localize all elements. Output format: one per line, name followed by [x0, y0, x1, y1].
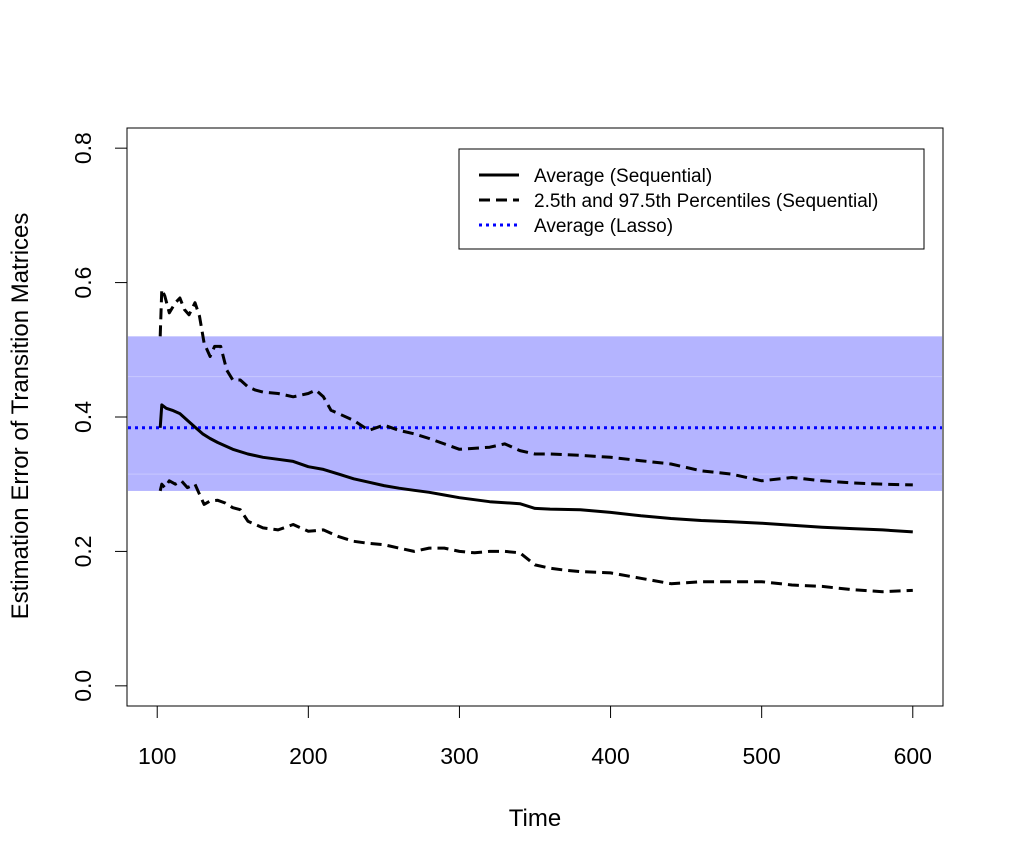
series-line-2: [158, 479, 913, 594]
y-tick-label: 0.0: [70, 670, 96, 702]
y-tick-label: 0.6: [70, 267, 96, 299]
series-line-0: [158, 403, 913, 534]
legend-label-average-sequential: Average (Sequential): [534, 166, 712, 187]
lasso-band: [128, 336, 942, 491]
legend-label-percentiles-sequential: 2.5th and 97.5th Percentiles (Sequential…: [534, 191, 878, 212]
legend-label-average-lasso: Average (Lasso): [534, 216, 673, 237]
legend-box: [458, 148, 925, 250]
x-axis-label: Time: [509, 805, 561, 832]
y-axis: 0.0 0.2 0.4 0.6 0.8: [70, 132, 128, 702]
x-tick-label: 100: [138, 743, 176, 769]
y-tick-label: 0.8: [70, 132, 96, 164]
lasso-band-fill: [128, 336, 942, 491]
x-tick-label: 300: [440, 743, 478, 769]
series-line-1: [158, 287, 913, 487]
legend: Average (Sequential) 2.5th and 97.5th Pe…: [458, 148, 925, 250]
x-axis: 100 200 300 400 500 600: [138, 705, 932, 769]
y-tick-label: 0.2: [70, 535, 96, 567]
y-tick-label: 0.4: [70, 401, 96, 433]
y-axis-label: Estimation Error of Transition Matrices: [7, 213, 34, 620]
x-tick-label: 200: [289, 743, 327, 769]
x-tick-label: 500: [742, 743, 780, 769]
x-tick-label: 600: [894, 743, 932, 769]
x-tick-label: 400: [591, 743, 629, 769]
series-lines: [128, 287, 942, 594]
